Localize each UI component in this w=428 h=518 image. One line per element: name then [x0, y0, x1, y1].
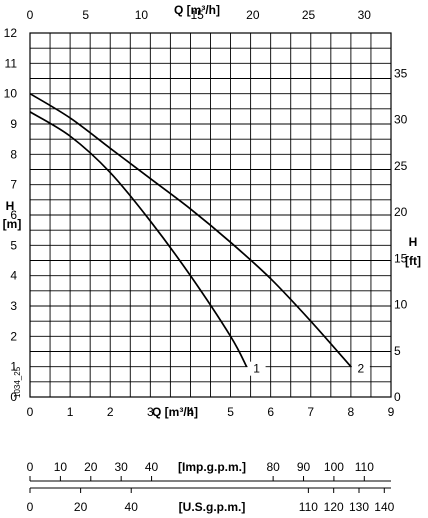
imp-tick-label: 110 — [355, 460, 374, 474]
left-tick-label: 11 — [5, 56, 18, 70]
curve-label-2: 2 — [358, 362, 365, 376]
imp-tick-label: 100 — [324, 460, 344, 474]
imp-scale-ticks: 0 10 20 30 40 80 90 100 110 — [27, 460, 374, 481]
imp-scale-label: [Imp.g.p.m.] — [178, 460, 246, 474]
left-tick-label: 0 — [10, 390, 17, 404]
right-tick-label: 10 — [394, 298, 408, 312]
bottom-tick-label: 4 — [187, 405, 194, 419]
bottom-tick-label: 9 — [388, 405, 395, 419]
figure-code: 1034_25 — [13, 366, 22, 398]
usgpm-tick-label: 110 — [299, 500, 318, 514]
usgpm-tick-label: 130 — [349, 500, 369, 514]
right-tick-label: 25 — [394, 159, 408, 173]
right-tick-label: 15 — [394, 251, 408, 265]
left-tick-label: 5 — [10, 238, 17, 252]
right-axis-label-unit: [ft] — [405, 254, 421, 268]
right-tick-label: 20 — [394, 205, 408, 219]
left-tick-label: 6 — [10, 208, 17, 222]
usgpm-tick-label: 0 — [27, 500, 34, 514]
usgpm-scale-ticks: 0 20 40 110 120 130 140 — [27, 488, 395, 514]
top-tick-label: 30 — [358, 8, 372, 22]
imp-tick-label: 30 — [114, 460, 128, 474]
right-tick-label: 35 — [394, 66, 408, 80]
usgpm-tick-label: 140 — [374, 500, 394, 514]
imp-tick-label: 10 — [54, 460, 68, 474]
usgpm-tick-label: 20 — [74, 500, 88, 514]
top-tick-label: 25 — [302, 8, 316, 22]
imp-tick-label: 0 — [27, 460, 34, 474]
plot-frame — [29, 32, 392, 398]
right-tick-label: 0 — [394, 390, 401, 404]
right-axis-label-h: H — [409, 235, 418, 249]
imp-tick-label: 90 — [297, 460, 311, 474]
left-tick-label: 7 — [10, 178, 17, 192]
curve-label-background — [247, 361, 266, 376]
imp-tick-label: 40 — [145, 460, 159, 474]
bottom-tick-label: 8 — [348, 405, 355, 419]
curve-label-1: 1 — [253, 362, 260, 376]
top-tick-label: 20 — [246, 8, 260, 22]
usgpm-tick-label: 120 — [324, 500, 344, 514]
bottom-tick-label: 0 — [27, 405, 34, 419]
bottom-tick-label: 3 — [147, 405, 154, 419]
top-tick-label: 5 — [82, 8, 89, 22]
top-tick-label: 0 — [27, 8, 34, 22]
left-tick-label: 4 — [10, 269, 17, 283]
left-tick-label: 3 — [10, 299, 17, 313]
right-tick-label: 5 — [394, 344, 401, 358]
bottom-tick-label: 7 — [307, 405, 314, 419]
left-tick-label: 10 — [4, 87, 18, 101]
bottom-tick-label: 5 — [227, 405, 234, 419]
left-tick-label: 8 — [10, 147, 17, 161]
plot-border — [29, 32, 392, 398]
left-tick-label: 12 — [4, 26, 18, 40]
bottom-axis-label: Q [m³/h] — [152, 405, 198, 419]
bottom-tick-label: 6 — [267, 405, 274, 419]
top-axis-label: Q [m³/h] — [174, 3, 220, 17]
pump-curve-2 — [29, 92, 352, 368]
left-tick-label: 9 — [10, 117, 17, 131]
usgpm-scale-label: [U.S.g.p.m.] — [179, 500, 246, 514]
left-tick-label: 1 — [10, 360, 17, 374]
bottom-tick-label: 1 — [67, 405, 74, 419]
top-tick-label: 15 — [190, 8, 204, 22]
usgpm-tick-label: 40 — [125, 500, 139, 514]
left-axis-label-unit: [m] — [3, 217, 22, 231]
right-tick-label: 30 — [394, 113, 408, 127]
grid — [30, 33, 391, 397]
imp-tick-label: 80 — [266, 460, 280, 474]
curve-label-background — [351, 361, 370, 376]
top-tick-label: 10 — [135, 8, 149, 22]
bottom-tick-label: 2 — [107, 405, 114, 419]
left-tick-label: 2 — [10, 329, 17, 343]
pump-curve-1 — [29, 111, 248, 368]
left-axis-label-h: H — [6, 199, 15, 213]
imp-tick-label: 20 — [84, 460, 98, 474]
